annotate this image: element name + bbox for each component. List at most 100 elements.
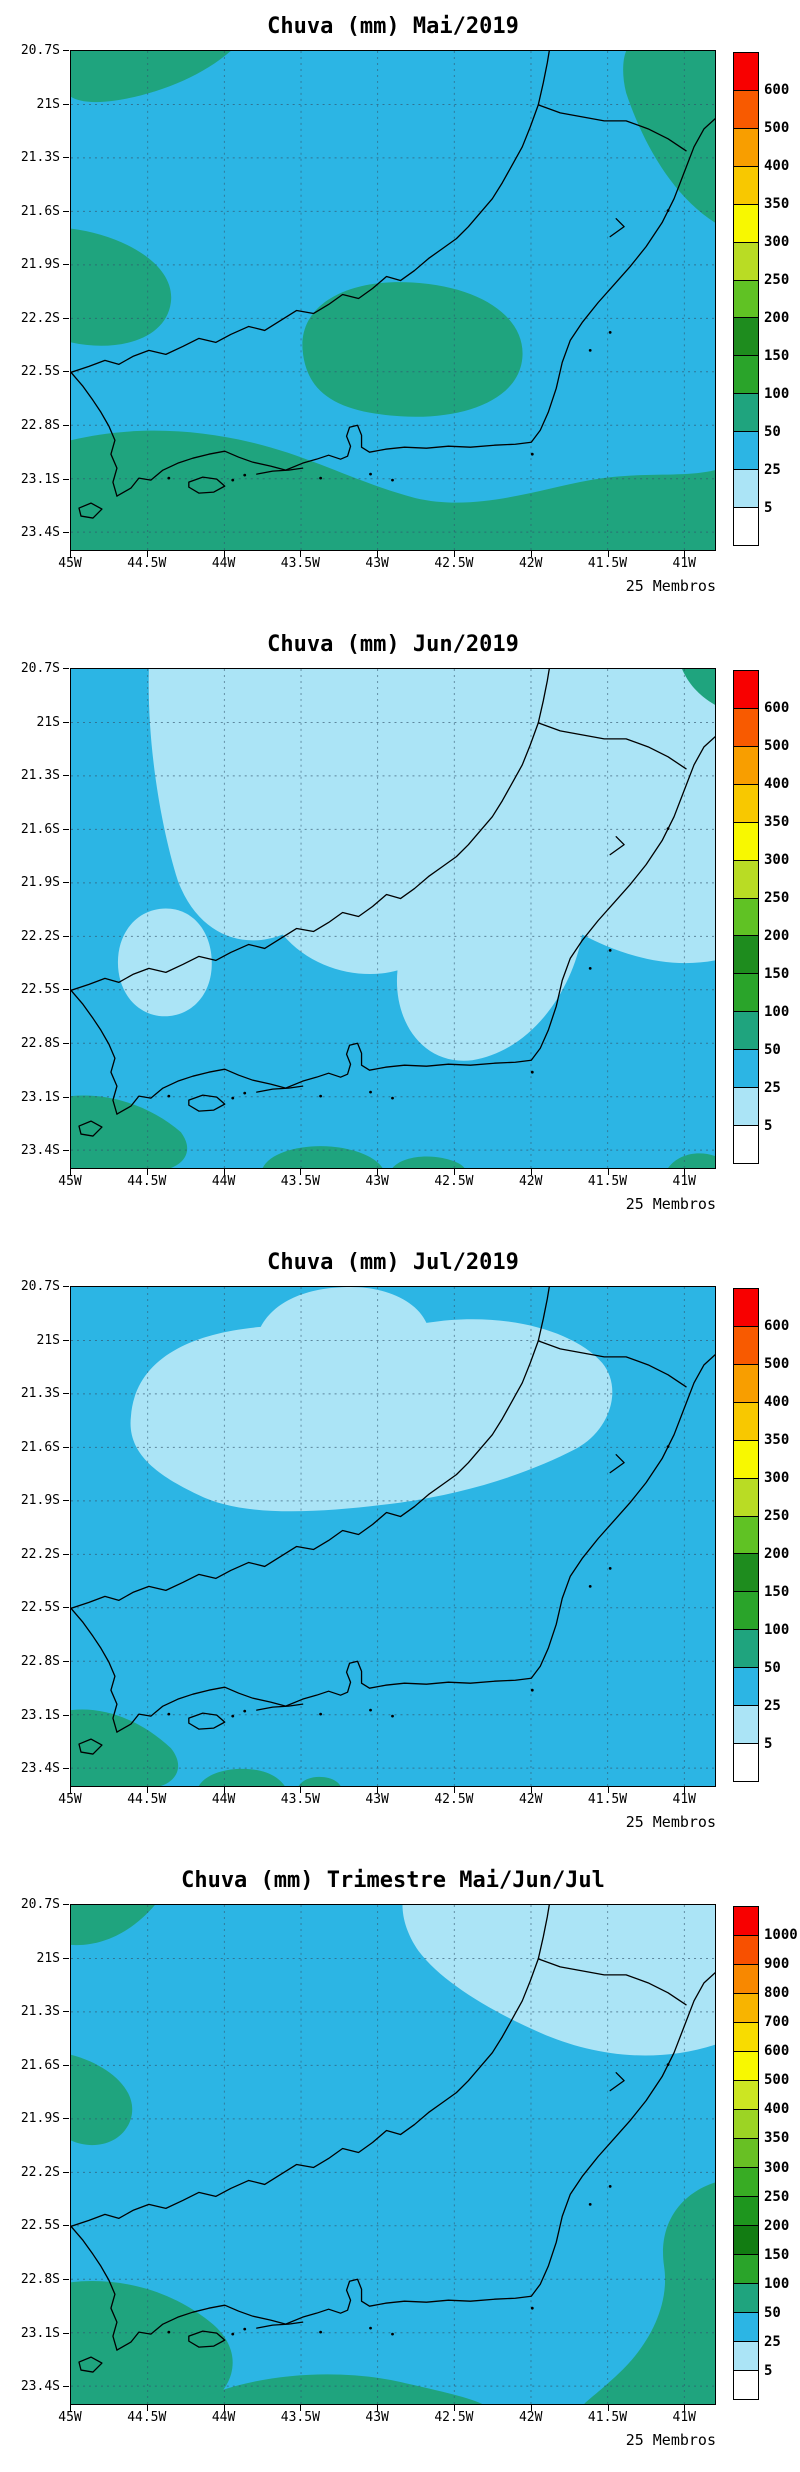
lon-tick-mark	[377, 1169, 379, 1175]
lat-tick-label: 22.5S	[20, 982, 60, 998]
map-area	[70, 50, 716, 551]
ensemble-members-label: 25 Membros	[625, 1195, 716, 1213]
lon-tick-mark	[684, 2405, 686, 2411]
lon-tick-label: 45W	[58, 556, 82, 571]
lon-tick-label: 44W	[211, 2410, 236, 2425]
colorbar-segment	[734, 317, 758, 356]
lat-tick-mark	[63, 2118, 69, 2120]
state-border-northeast	[537, 1340, 687, 1388]
lon-tick-label: 45W	[58, 1792, 82, 1807]
colorbar-segment	[734, 707, 758, 746]
island-dot	[391, 1096, 394, 1100]
lat-tick-mark	[63, 1286, 69, 1287]
island-dot	[530, 1070, 534, 1074]
colorbar-tick-label: 25	[764, 462, 781, 478]
lon-tick-mark	[453, 1169, 455, 1175]
precip-region-green	[71, 51, 231, 103]
colorbar-segment	[734, 1667, 758, 1706]
lat-tick-label: 22.5S	[20, 364, 60, 380]
panel-title: Chuva (mm) Jul/2019	[267, 1250, 519, 1275]
lon-tick-mark	[223, 2405, 225, 2411]
map-area	[70, 1904, 716, 2405]
lon-tick-mark	[146, 1169, 148, 1175]
lon-tick-label: 42W	[518, 2410, 543, 2425]
precip-region-pale	[148, 669, 715, 1061]
lat-tick-mark	[63, 157, 69, 159]
lon-tick-mark	[70, 1787, 71, 1793]
colorbar-segment	[734, 89, 758, 128]
lon-tick-mark	[377, 2405, 379, 2411]
precip-region-green	[71, 430, 715, 550]
lon-tick-mark	[377, 1787, 379, 1793]
state-border-northeast	[537, 722, 687, 770]
colorbar-segment	[734, 2312, 758, 2341]
ilha-grande-outline	[188, 2330, 226, 2348]
precip-region-green	[71, 1905, 155, 1946]
lon-tick-label: 41W	[672, 1174, 697, 1189]
lat-tick-mark	[63, 1043, 69, 1044]
state-border-west	[71, 2225, 118, 2351]
colorbar-tick-label: 600	[764, 2043, 790, 2060]
colorbar-tick-label: 600	[764, 700, 790, 716]
colorbar-tick-label: 5	[764, 1736, 773, 1752]
island-dot	[167, 2330, 171, 2334]
lon-tick-label: 44W	[211, 1174, 236, 1189]
island-dot	[319, 476, 323, 480]
colorbar-segment	[734, 507, 758, 545]
lat-tick-mark	[63, 478, 69, 480]
lat-tick-mark	[63, 371, 69, 373]
colorbar-tick-label: 800	[764, 1985, 790, 2002]
lon-tick-label: 43.5W	[280, 2410, 320, 2425]
colorbar-segment	[734, 2370, 758, 2399]
lon-tick-mark	[530, 551, 532, 557]
island-dot	[369, 472, 372, 476]
ilha-grande-outline	[188, 1712, 226, 1730]
lat-tick-mark	[63, 2225, 69, 2227]
colorbar-segment	[734, 355, 758, 394]
island-dot	[530, 1688, 534, 1692]
lat-tick-mark	[63, 210, 69, 212]
coastline	[116, 1354, 715, 1733]
island-dot	[391, 2332, 394, 2336]
island-dot	[608, 949, 612, 952]
colorbar-tick-label: 200	[764, 2217, 790, 2234]
lon-tick-mark	[223, 551, 225, 557]
ensemble-members-label: 25 Membros	[625, 1813, 716, 1831]
lat-tick-mark	[63, 532, 69, 534]
colorbar-tick-label: 300	[764, 1470, 790, 1486]
colorbar-segment	[734, 1439, 758, 1478]
colorbar-tick-label: 100	[764, 1622, 790, 1638]
lat-tick-label: 22.8S	[20, 418, 60, 433]
colorbar-segment	[734, 1049, 758, 1088]
island-outline	[78, 1738, 103, 1755]
lon-tick-mark	[607, 1787, 609, 1793]
restinga-line	[256, 1703, 304, 1711]
lat-tick-mark	[63, 2332, 69, 2334]
lat-tick-label: 23.4S	[20, 1761, 60, 1777]
lon-tick-mark	[530, 1169, 532, 1175]
lat-tick-mark	[63, 882, 69, 884]
colorbar-tick-label: 250	[764, 1508, 790, 1524]
lon-tick-mark	[607, 551, 609, 557]
island-dot	[231, 2332, 235, 2336]
colorbar-tick-label: 150	[764, 348, 790, 364]
island-dot	[319, 2330, 323, 2334]
island-dot	[231, 1714, 235, 1718]
lon-tick-mark	[223, 1787, 225, 1793]
map-area	[70, 1286, 716, 1787]
lat-tick-label: 21S	[36, 96, 60, 112]
lat-tick-mark	[63, 1553, 69, 1555]
lat-tick-label: 23.1S	[20, 2325, 60, 2341]
colorbar-tick-label: 50	[764, 1042, 781, 1058]
lat-tick-mark	[63, 1661, 69, 1662]
lon-tick-mark	[70, 1169, 71, 1175]
lon-tick-mark	[607, 1169, 609, 1175]
colorbar-tick-label: 350	[764, 196, 790, 212]
lon-tick-mark	[300, 551, 302, 557]
colorbar-segment	[734, 2051, 758, 2080]
colorbar-segment	[734, 393, 758, 432]
colorbar-tick-label: 200	[764, 310, 790, 326]
lon-tick-label: 41W	[672, 1792, 697, 1807]
forecast-panel-4: Chuva (mm) Trimestre Mai/Jun/Jul 20.7S 21S…	[0, 1854, 800, 2472]
